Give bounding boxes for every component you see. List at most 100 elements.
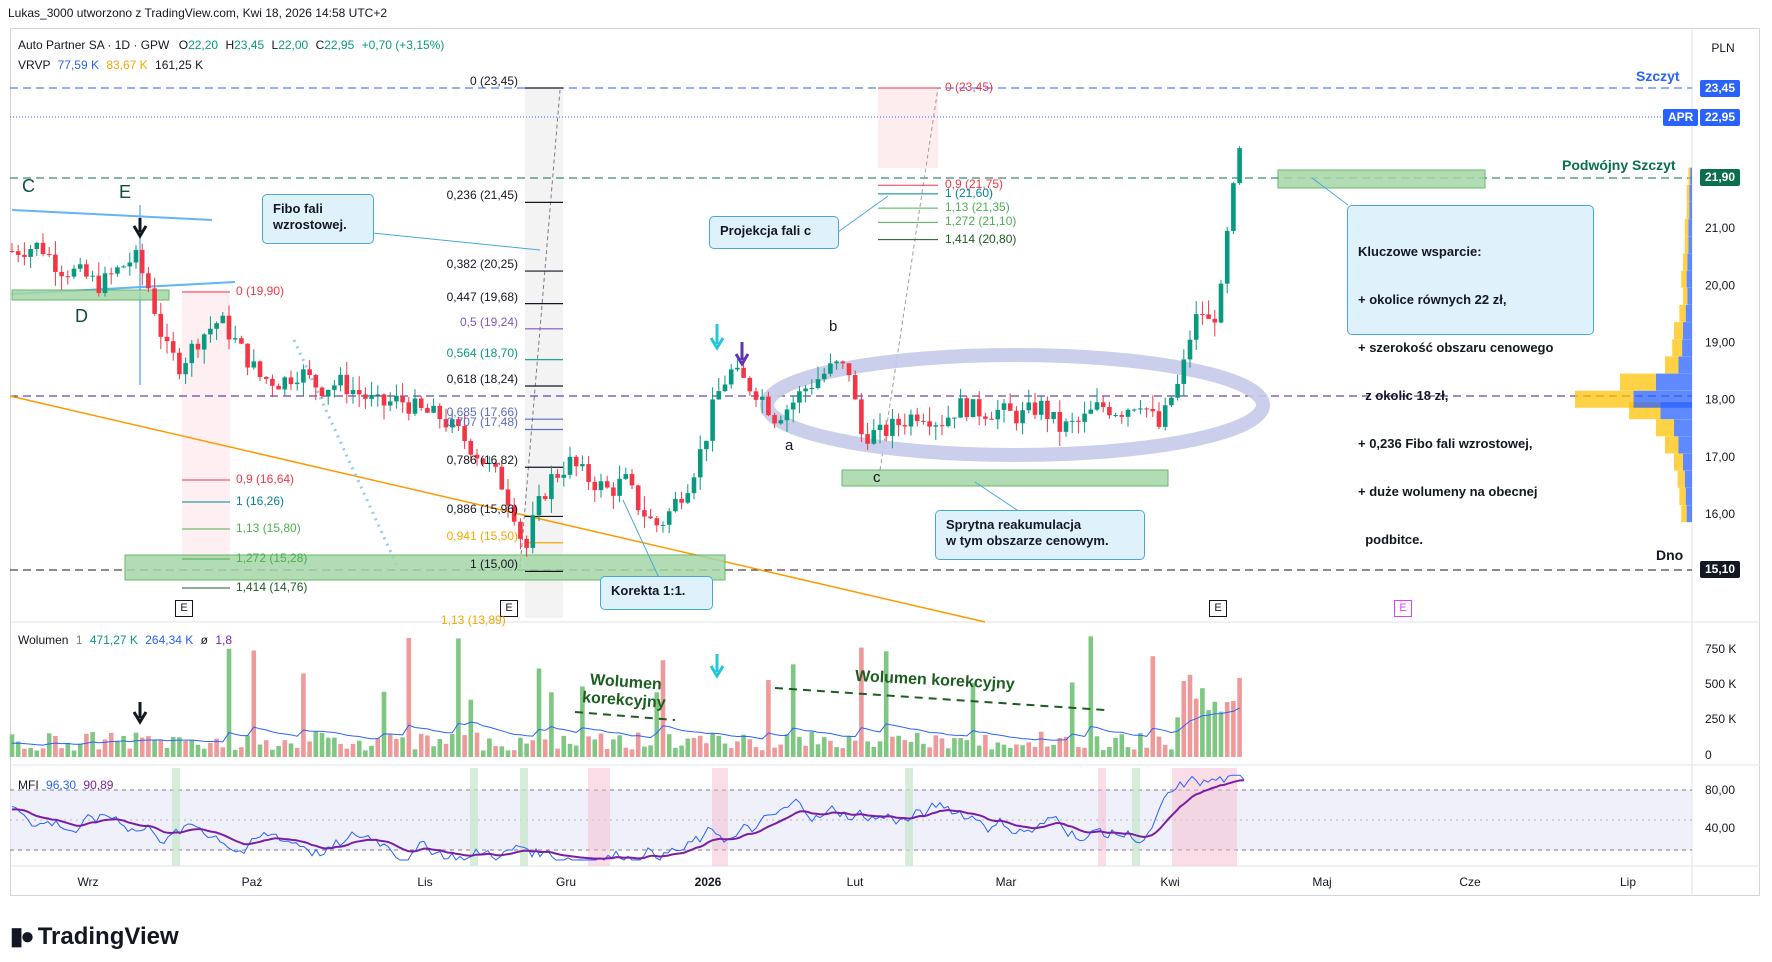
- vrvp-bar-buy: [1687, 287, 1692, 305]
- candle-body: [1169, 397, 1174, 406]
- volume-bar: [245, 735, 250, 757]
- volume-value-3: 1,8: [215, 633, 232, 647]
- volume-bar: [369, 745, 374, 757]
- reaccumulation-ellipse: [760, 348, 1270, 462]
- candle-body: [220, 315, 226, 324]
- earnings-marker[interactable]: E: [500, 600, 518, 617]
- candle-body: [933, 425, 939, 427]
- vrvp-legend[interactable]: VRVP 77,59 K 83,67 K 161,25 K: [18, 58, 203, 72]
- vrvp-bar-sell: [1688, 167, 1691, 185]
- price-axis-tick: 20,00: [1705, 278, 1735, 292]
- volume-bar: [666, 734, 672, 757]
- volume-bar: [728, 748, 734, 757]
- volume-bar: [536, 668, 542, 757]
- candle-body: [133, 249, 139, 263]
- note-support-line3: + szerokość obszaru cenowego: [1358, 340, 1554, 355]
- volume-bar: [412, 749, 418, 757]
- connector-support: [1311, 177, 1349, 206]
- candle-body: [1193, 314, 1199, 340]
- volume-bar: [648, 745, 653, 757]
- wave-a-label: a: [785, 437, 794, 454]
- earnings-marker[interactable]: E: [1209, 600, 1227, 617]
- candle-body: [350, 390, 356, 395]
- dno-label: Dno: [1656, 547, 1684, 563]
- volume-bar: [1193, 698, 1199, 757]
- volume-bar: [307, 741, 312, 757]
- volume-bar: [747, 739, 753, 757]
- volume-bar: [735, 741, 740, 757]
- note-support-line7: podbitce.: [1358, 532, 1423, 547]
- fib-projection-label: 1,414 (20,80): [945, 231, 1017, 246]
- vrvp-bar-sell: [1674, 453, 1683, 471]
- fib-left-label: 0,9 (16,64): [236, 472, 295, 486]
- volume-bar: [1094, 736, 1100, 757]
- volume-bar: [629, 749, 635, 757]
- note-fibo-wave[interactable]: Fibo fali wzrostowej.: [262, 194, 374, 244]
- volume-value-1: 471,27 K: [89, 633, 138, 647]
- volume-bar: [77, 743, 83, 757]
- candle-body: [549, 474, 554, 500]
- note-reaccumulation[interactable]: Sprytna reakumulacja w tym obszarze ceno…: [935, 510, 1145, 560]
- mfi-smoothed-line: [11, 779, 1245, 860]
- candle-body: [1187, 339, 1193, 360]
- vrvp-bar-buy: [1687, 253, 1692, 271]
- tradingview-logo[interactable]: ▮● TradingView: [10, 922, 179, 951]
- candle-body: [344, 374, 350, 395]
- time-axis-tick: Paź: [242, 875, 263, 889]
- candle-body: [1038, 400, 1044, 415]
- earnings-marker[interactable]: E: [175, 600, 193, 617]
- volume-bar: [9, 734, 15, 757]
- vrvp-bar-buy: [1688, 236, 1692, 254]
- volume-bar: [1051, 744, 1056, 757]
- volume-bar: [1218, 711, 1224, 757]
- candle-body: [741, 367, 746, 378]
- volume-bar: [1119, 734, 1125, 757]
- volume-bar: [555, 748, 560, 757]
- volume-axis-tick: 500 K: [1705, 677, 1736, 691]
- candle-body: [201, 334, 207, 350]
- candle-body: [257, 361, 263, 377]
- volume-bar: [1200, 688, 1205, 757]
- volume-bar: [133, 732, 139, 757]
- volume-bar: [344, 748, 350, 757]
- note-projection[interactable]: Projekcja fali c: [709, 216, 839, 249]
- earnings-marker-upcoming[interactable]: E: [1394, 600, 1412, 617]
- note-correction[interactable]: Korekta 1:1.: [600, 576, 713, 610]
- vrvp-value-1: 77,59 K: [57, 58, 99, 72]
- mfi-axis-tick: 80,00: [1705, 783, 1735, 797]
- mfi-legend[interactable]: MFI 96,30 90,89: [18, 778, 113, 792]
- open-label: O: [178, 38, 189, 52]
- candle-body: [387, 401, 393, 406]
- volume-bar: [164, 747, 170, 757]
- price-tag-top: 23,45: [1700, 80, 1741, 97]
- price-tag-bottom: 15,10: [1700, 561, 1741, 578]
- volume-bar: [431, 746, 436, 757]
- candle-body: [127, 262, 133, 267]
- fib-retracement-label: 0 (23,45): [469, 74, 518, 88]
- candle-body: [108, 273, 114, 275]
- candle-body: [15, 251, 21, 255]
- volume-bar: [828, 740, 833, 757]
- volume-bar: [976, 745, 982, 757]
- candle-body: [654, 518, 660, 526]
- vrvp-bar-sell: [1684, 236, 1689, 254]
- fib-projection-band: [878, 88, 938, 168]
- volume-bar: [356, 740, 362, 757]
- candle-body: [542, 496, 548, 500]
- volume-bar: [778, 744, 784, 757]
- volume-bar: [673, 747, 678, 757]
- candle-body: [84, 264, 89, 277]
- note-key-support[interactable]: Kluczowe wsparcie: + okolice równych 22 …: [1347, 205, 1594, 547]
- price-axis-tick: 16,00: [1705, 507, 1735, 521]
- vrvp-bar-buy: [1689, 184, 1692, 202]
- volume-bar: [877, 741, 883, 757]
- candle-body: [642, 510, 647, 517]
- volume-bar: [617, 735, 622, 757]
- volume-bar: [1032, 746, 1038, 757]
- candle-body: [908, 414, 914, 427]
- currency-button[interactable]: PLN: [1711, 41, 1735, 55]
- volume-legend[interactable]: Wolumen 1 471,27 K 264,34 K ø 1,8: [18, 633, 232, 647]
- chart-frame: [10, 28, 1760, 896]
- symbol-legend[interactable]: Auto Partner SA · 1D · GPW O22,20 H23,45…: [18, 38, 444, 52]
